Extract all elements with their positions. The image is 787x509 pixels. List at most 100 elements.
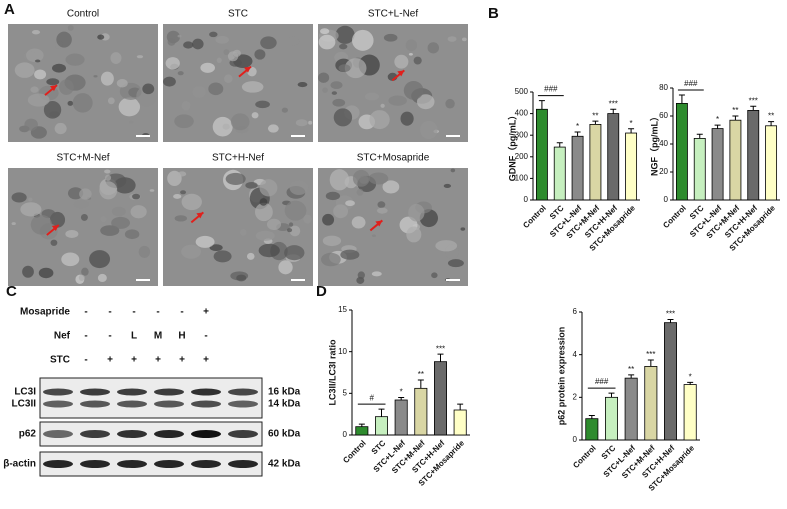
em-texture [149,189,155,192]
em-texture [97,34,105,40]
em-texture [200,62,215,73]
em-texture [368,172,389,185]
y-tick-label: 15 [338,305,347,314]
em-texture [38,267,54,279]
bar [624,377,638,441]
lane-sign: + [107,355,113,366]
bar [355,426,369,436]
em-texture [104,169,111,174]
error-bar [398,397,405,400]
bar [453,409,467,436]
red-arrow-head [51,225,59,232]
y-tick-label: 0 [343,430,348,439]
bar [729,119,742,201]
lane-sign: - [84,307,87,318]
em-texture [100,215,107,223]
y-tick-label: 300 [515,130,529,139]
blot-band [228,460,258,468]
blot-band [80,460,110,468]
em-texture [167,38,176,46]
em-texture [447,259,464,268]
em-texture [104,174,112,181]
bar [605,396,618,441]
panel-label: C [6,283,17,300]
em-texture [138,245,151,258]
red-arrow-head [243,66,251,73]
panel-label: D [316,283,327,300]
em-texture [322,213,335,226]
em-texture [420,120,438,140]
error-bar [358,423,365,427]
significance-label: *** [646,350,655,359]
condition-label: Nef [54,331,71,342]
em-texture [329,169,350,191]
blot-box [39,421,263,447]
em-texture [377,201,386,209]
lane-sign: - [204,331,207,342]
em-texture [284,200,307,221]
blot-band [80,430,110,438]
significance-label: ** [592,111,598,120]
significance-label: * [400,388,403,397]
em-texture [371,271,382,277]
em-texture [216,57,222,64]
y-axis-label: GDNF（pg/mL） [507,111,517,182]
lane-sign: - [156,307,159,318]
em-texture [116,79,128,88]
significance-label: *** [749,96,758,105]
em-texture [31,29,41,35]
em-texture [371,234,376,237]
em-texture [27,93,50,107]
em-texture [287,228,293,233]
em-texture [435,240,458,252]
blot-band [43,400,73,408]
x-tick-label: Control [571,444,597,470]
blot-label: LC3I [14,387,36,398]
red-arrow-head [196,212,204,219]
em-texture [65,229,79,238]
em-texture [227,51,239,62]
em-texture [408,203,425,222]
em-texture [209,31,218,38]
red-arrow-head [375,220,383,227]
em-texture [213,250,232,263]
em-texture [254,49,266,60]
em-texture [340,249,360,260]
lane-sign: + [203,355,209,366]
image-title: STC [228,9,248,20]
error-bar [678,94,685,104]
em-texture [351,29,374,51]
lane-sign: - [108,331,111,342]
em-texture [259,179,278,197]
em-texture [376,207,388,214]
significance-label: ### [684,79,698,88]
error-bar [378,408,385,417]
em-texture [427,42,440,54]
em-texture [181,100,191,111]
lane-sign: + [179,355,185,366]
em-texture [460,227,466,231]
error-bar [556,142,563,148]
em-texture [461,37,467,42]
red-arrow-head [50,85,58,92]
blot-band [228,430,258,438]
em-texture [80,213,88,221]
em-texture [246,252,255,260]
em-texture [431,272,438,279]
em-texture [345,200,355,207]
blot-band [117,388,147,396]
blot-band [117,430,147,438]
error-bar [592,120,599,125]
em-texture [266,218,282,231]
em-texture [318,72,330,83]
error-bar [574,131,581,137]
error-bar [417,379,424,389]
significance-label: * [716,115,719,124]
bar [607,113,620,201]
em-texture [119,82,142,100]
em-texture [177,171,187,177]
error-bar [714,124,721,129]
y-tick-label: 0 [664,195,669,204]
significance-label: * [576,122,579,131]
